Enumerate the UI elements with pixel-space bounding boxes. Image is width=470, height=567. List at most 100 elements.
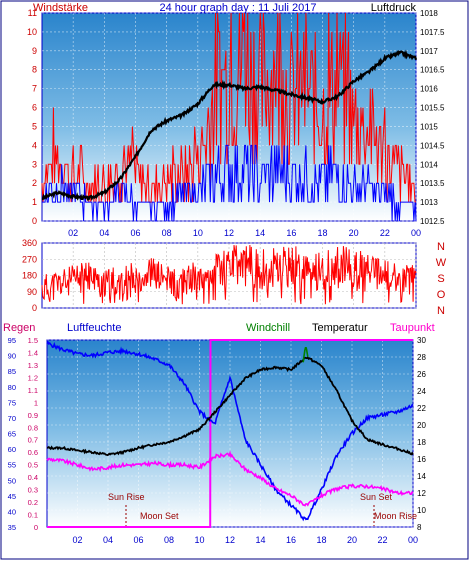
direction-tick-label: 270 xyxy=(22,254,37,264)
temperature-tick-label: 30 xyxy=(417,336,426,345)
wind-x-tick-label: 06 xyxy=(130,228,140,238)
rain-tick-label: 0.2 xyxy=(28,498,38,507)
wind-x-tick-label: 02 xyxy=(68,228,78,238)
dewpoint-label: Taupunkt xyxy=(390,322,435,334)
rain-tick-label: 1.2 xyxy=(28,373,38,382)
climate-x-tick-label: 10 xyxy=(194,535,204,545)
compass-letter: S xyxy=(437,273,444,285)
climate-series xyxy=(46,339,414,528)
climate-x-tick-label: 14 xyxy=(255,535,265,545)
wind-direction-line xyxy=(41,244,417,305)
climate-x-tick-label: 18 xyxy=(316,535,326,545)
wind-x-tick-label: 00 xyxy=(411,228,421,238)
compass-letter: N xyxy=(437,241,445,253)
direction-tick-label: 90 xyxy=(27,287,37,297)
pressure-tick-label: 1017 xyxy=(420,47,438,56)
wind-left-tick-label: 6 xyxy=(32,103,37,113)
rain-tick-label: 1.5 xyxy=(28,336,38,345)
humidity-tick-label: 45 xyxy=(8,492,16,501)
direction-axes: 0 90 180 270 360 xyxy=(22,238,37,313)
windchill-label: Windchill xyxy=(246,322,290,334)
wind-left-tick-label: 9 xyxy=(32,46,37,56)
climate-x-tick-label: 12 xyxy=(225,535,235,545)
pressure-tick-label: 1018 xyxy=(420,9,438,18)
rain-tick-label: 0 xyxy=(34,523,38,532)
climate-grid xyxy=(47,339,414,528)
rain-tick-label: 1.4 xyxy=(28,348,38,357)
rain-tick-label: 1.3 xyxy=(28,361,38,370)
climate-axes: 8 10 12 14 16 18 20 22 24 26 28 30 0 0.1 0.2 0.3 0.4 0.5 0… xyxy=(8,336,427,545)
rain-tick-label: 1 xyxy=(34,398,38,407)
windchill-line xyxy=(302,346,309,363)
rain-tick-label: 0.6 xyxy=(28,448,38,457)
humidity-tick-label: 85 xyxy=(8,367,16,376)
humidity-tick-label: 40 xyxy=(8,507,16,516)
wind-x-tick-label: 22 xyxy=(380,228,390,238)
pressure-label: Luftdruck xyxy=(371,2,417,14)
rain-label: Regen xyxy=(3,322,35,334)
wind-speed-line xyxy=(42,144,417,222)
direction-tick-label: 360 xyxy=(22,238,37,248)
direction-tick-label: 0 xyxy=(32,303,37,313)
pressure-tick-label: 1013.5 xyxy=(420,179,445,188)
rain-tick-label: 0.5 xyxy=(28,461,38,470)
climate-x-tick-label: 00 xyxy=(408,535,418,545)
pressure-tick-label: 1012.5 xyxy=(420,217,445,226)
climate-x-tick-label: 06 xyxy=(133,535,143,545)
wind-x-tick-label: 10 xyxy=(193,228,203,238)
humidity-label: Luftfeuchte xyxy=(67,322,121,334)
rain-tick-label: 0.4 xyxy=(28,473,38,482)
rain-tick-label: 0.7 xyxy=(28,436,38,445)
pressure-tick-label: 1017.5 xyxy=(420,28,445,37)
wind-left-tick-label: 7 xyxy=(32,84,37,94)
humidity-tick-label: 60 xyxy=(8,445,16,454)
climate-x-tick-label: 02 xyxy=(72,535,82,545)
temperature-tick-label: 28 xyxy=(417,353,426,362)
temperature-tick-label: 16 xyxy=(417,455,426,464)
direction-tick-label: 180 xyxy=(22,271,37,281)
humidity-tick-label: 65 xyxy=(8,430,16,439)
humidity-tick-label: 35 xyxy=(8,523,16,532)
climate-x-tick-label: 20 xyxy=(347,535,357,545)
wind-left-tick-label: 2 xyxy=(32,178,37,188)
rain-tick-label: 1.1 xyxy=(28,386,38,395)
wind-axes: 012345678910111012.510131013.510141014.5… xyxy=(27,8,445,238)
rain-line xyxy=(47,339,413,528)
temperature-tick-label: 8 xyxy=(417,523,422,532)
rain-tick-label: 0.8 xyxy=(28,423,38,432)
humidity-tick-label: 80 xyxy=(8,383,16,392)
wind-x-tick-label: 08 xyxy=(162,228,172,238)
compass-letter: N xyxy=(437,305,445,317)
humidity-tick-label: 90 xyxy=(8,352,16,361)
temperature-tick-label: 18 xyxy=(417,438,426,447)
rain-tick-label: 0.1 xyxy=(28,511,38,520)
wind-x-tick-label: 12 xyxy=(224,228,234,238)
humidity-line xyxy=(46,340,414,522)
humidity-tick-label: 95 xyxy=(8,336,16,345)
wind-x-tick-label: 18 xyxy=(317,228,327,238)
wind-x-tick-label: 16 xyxy=(286,228,296,238)
wind-left-tick-label: 11 xyxy=(28,8,37,18)
temperature-tick-label: 26 xyxy=(417,370,426,379)
wind-gust-line xyxy=(41,12,416,203)
climate-x-tick-label: 22 xyxy=(377,535,387,545)
temperature-tick-label: 22 xyxy=(417,404,426,413)
pressure-line xyxy=(41,49,418,201)
dewpoint-line xyxy=(46,450,414,507)
temperature-line xyxy=(46,356,414,457)
temperature-tick-label: 12 xyxy=(417,489,426,498)
pressure-tick-label: 1014.5 xyxy=(420,141,445,150)
sun-rise-annotation: Sun Rise xyxy=(108,492,145,502)
temperature-tick-label: 20 xyxy=(417,421,426,430)
wind-x-tick-label: 20 xyxy=(349,228,359,238)
compass-letter: O xyxy=(437,289,446,301)
moon-rise-annotation: Moon Rise xyxy=(374,511,417,521)
pressure-tick-label: 1016 xyxy=(420,85,438,94)
temperature-tick-label: 24 xyxy=(417,387,426,396)
rain-tick-label: 0.9 xyxy=(28,411,38,420)
pressure-tick-label: 1015.5 xyxy=(420,104,445,113)
